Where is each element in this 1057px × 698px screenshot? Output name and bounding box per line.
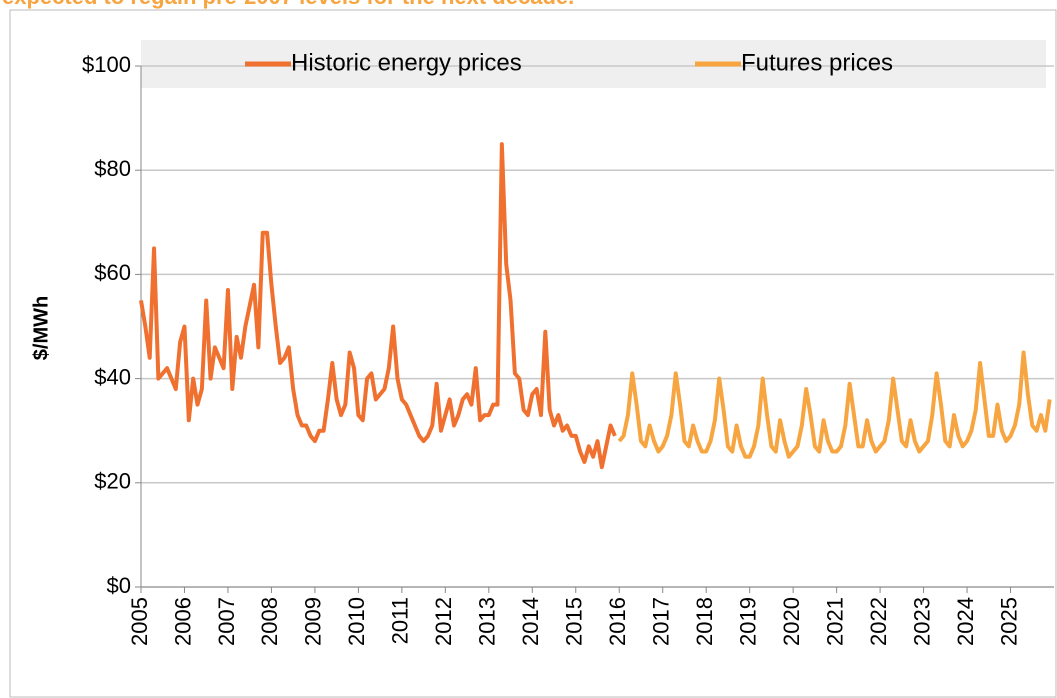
x-tick-label: 2015 — [562, 597, 587, 646]
y-tick-label: $20 — [94, 469, 131, 494]
series-line — [617, 350, 1052, 459]
x-tick-label: 2013 — [475, 597, 500, 646]
x-tick-label: 2023 — [909, 597, 934, 646]
legend-label: Historic energy prices — [291, 49, 522, 76]
x-tick-label: 2019 — [735, 597, 760, 646]
x-tick-label: 2025 — [996, 597, 1021, 646]
x-tick-label: 2021 — [822, 597, 847, 646]
x-tick-label: 2009 — [301, 597, 326, 646]
y-tick-label: $60 — [94, 260, 131, 285]
x-tick-label: 2018 — [692, 597, 717, 646]
y-tick-label: $100 — [82, 52, 131, 77]
x-tick-label: 2008 — [257, 597, 282, 646]
y-tick-label: $40 — [94, 364, 131, 389]
x-tick-label: 2024 — [953, 597, 978, 646]
y-axis-label: $/MWh — [30, 296, 52, 360]
x-tick-label: 2006 — [170, 597, 195, 646]
chart-title: expected to regain pre-2007 levels for t… — [2, 0, 574, 9]
x-tick-label: 2014 — [518, 597, 543, 646]
x-tick-label: 2016 — [605, 597, 630, 646]
x-tick-label: 2010 — [344, 597, 369, 646]
x-tick-label: 2005 — [127, 597, 152, 646]
y-tick-label: $0 — [107, 573, 131, 598]
legend-box — [141, 40, 1046, 88]
x-tick-label: 2011 — [388, 597, 413, 644]
x-tick-label: 2020 — [779, 597, 804, 646]
legend-label: Futures prices — [741, 49, 893, 76]
x-tick-label: 2022 — [866, 597, 891, 646]
y-tick-label: $80 — [94, 156, 131, 181]
series-line — [139, 142, 617, 470]
x-tick-label: 2017 — [649, 597, 674, 646]
x-tick-label: 2007 — [214, 597, 239, 646]
x-tick-label: 2012 — [431, 597, 456, 646]
chart-frame — [9, 9, 1057, 698]
